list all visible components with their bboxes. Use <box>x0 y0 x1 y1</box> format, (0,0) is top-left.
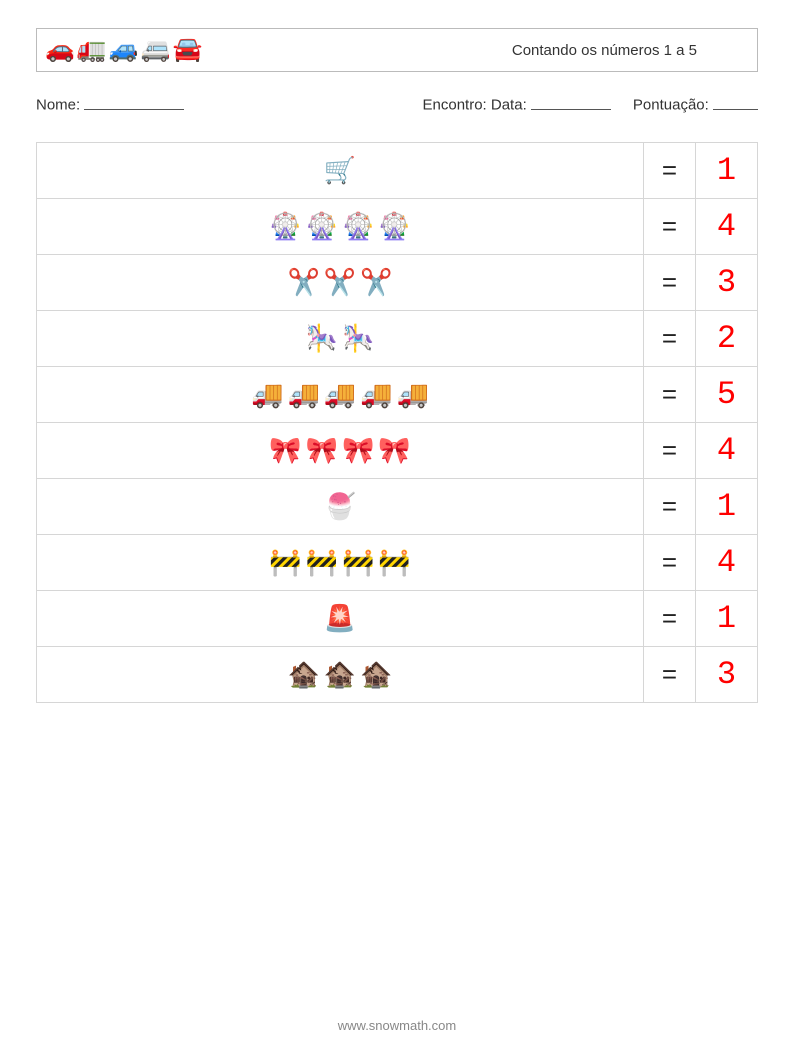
answer-cell: 4 <box>696 534 758 590</box>
table-row: 🏚️🏚️🏚️=3 <box>37 646 758 702</box>
icon-cell: 🚨 <box>37 590 644 646</box>
equals-cell: = <box>644 198 696 254</box>
header-icon-row: 🚗🚛🚙🚐🚘 <box>45 38 202 62</box>
count-icon: 🎡 <box>342 213 374 239</box>
count-icon: 🍧 <box>324 493 356 519</box>
count-icon: 🚚 <box>251 381 283 407</box>
answer-cell: 2 <box>696 310 758 366</box>
table-row: 🚧🚧🚧🚧=4 <box>37 534 758 590</box>
encontro-label: Encontro: Data: <box>423 96 611 114</box>
count-icon: 🚚 <box>287 381 319 407</box>
count-icon: ✂️ <box>287 269 319 295</box>
header-vehicle-icon: 🚛 <box>77 38 107 62</box>
equals-cell: = <box>644 366 696 422</box>
count-icon: 🚧 <box>342 549 374 575</box>
table-row: ✂️✂️✂️=3 <box>37 254 758 310</box>
count-icon: ✂️ <box>324 269 356 295</box>
count-icon: 🛒 <box>324 157 356 183</box>
count-icon: 🎠 <box>342 325 374 351</box>
header-vehicle-icon: 🚐 <box>141 38 171 62</box>
count-icon: 🎡 <box>269 213 301 239</box>
count-icon: 🎀 <box>342 437 374 463</box>
counting-tbody: 🛒=1🎡🎡🎡🎡=4✂️✂️✂️=3🎠🎠=2🚚🚚🚚🚚🚚=5🎀🎀🎀🎀=4🍧=1🚧🚧🚧… <box>37 142 758 702</box>
count-icon: 🚨 <box>324 605 356 631</box>
table-row: 🎡🎡🎡🎡=4 <box>37 198 758 254</box>
date-blank <box>531 96 611 110</box>
name-label: Nome: <box>36 96 184 114</box>
count-icon: 🚚 <box>360 381 392 407</box>
name-label-text: Nome: <box>36 97 80 114</box>
icon-cell: 🏚️🏚️🏚️ <box>37 646 644 702</box>
equals-cell: = <box>644 534 696 590</box>
count-icon: 🚚 <box>324 381 356 407</box>
answer-cell: 1 <box>696 590 758 646</box>
count-icon: 🏚️ <box>287 661 319 687</box>
table-row: 🛒 =1 <box>37 142 758 198</box>
count-icon: 🚚 <box>397 381 429 407</box>
equals-cell: = <box>644 590 696 646</box>
equals-cell: = <box>644 478 696 534</box>
count-icon: ✂️ <box>360 269 392 295</box>
encontro-label-text: Encontro: Data: <box>423 97 527 114</box>
answer-cell: 3 <box>696 646 758 702</box>
footer-url: www.snowmath.com <box>0 1018 794 1033</box>
table-row: 🎠🎠=2 <box>37 310 758 366</box>
counting-table: 🛒=1🎡🎡🎡🎡=4✂️✂️✂️=3🎠🎠=2🚚🚚🚚🚚🚚=5🎀🎀🎀🎀=4🍧=1🚧🚧🚧… <box>36 142 758 703</box>
icon-cell: 🚚🚚🚚🚚🚚 <box>37 366 644 422</box>
answer-cell: 1 <box>696 142 758 198</box>
icon-cell: 🍧 <box>37 478 644 534</box>
count-icon: 🎠 <box>306 325 338 351</box>
count-icon: 🎀 <box>306 437 338 463</box>
answer-cell: 3 <box>696 254 758 310</box>
pontuacao-label: Pontuação: <box>633 96 758 114</box>
icon-cell: 🎀🎀🎀🎀 <box>37 422 644 478</box>
name-blank <box>84 96 184 110</box>
worksheet-header: 🚗🚛🚙🚐🚘 Contando os números 1 a 5 <box>36 28 758 72</box>
pontuacao-label-text: Pontuação: <box>633 97 709 114</box>
count-icon: 🎀 <box>269 437 301 463</box>
answer-cell: 5 <box>696 366 758 422</box>
equals-cell: = <box>644 142 696 198</box>
icon-cell: ✂️✂️✂️ <box>37 254 644 310</box>
count-icon: 🎡 <box>378 213 410 239</box>
equals-cell: = <box>644 422 696 478</box>
equals-cell: = <box>644 254 696 310</box>
header-vehicle-icon: 🚙 <box>109 38 139 62</box>
count-icon: 🚧 <box>269 549 301 575</box>
info-line: Nome: Encontro: Data: Pontuação: <box>36 96 758 114</box>
count-icon: 🏚️ <box>324 661 356 687</box>
equals-cell: = <box>644 646 696 702</box>
count-icon: 🎀 <box>378 437 410 463</box>
count-icon: 🚧 <box>378 549 410 575</box>
table-row: 🎀🎀🎀🎀=4 <box>37 422 758 478</box>
answer-cell: 4 <box>696 422 758 478</box>
answer-cell: 1 <box>696 478 758 534</box>
count-icon: 🏚️ <box>360 661 392 687</box>
icon-cell: 🎡🎡🎡🎡 <box>37 198 644 254</box>
count-icon: 🚧 <box>306 549 338 575</box>
header-vehicle-icon: 🚗 <box>45 38 75 62</box>
score-blank <box>713 96 758 110</box>
table-row: 🚚🚚🚚🚚🚚=5 <box>37 366 758 422</box>
icon-cell: 🎠🎠 <box>37 310 644 366</box>
count-icon: 🎡 <box>306 213 338 239</box>
icon-cell: 🚧🚧🚧🚧 <box>37 534 644 590</box>
worksheet-title: Contando os números 1 a 5 <box>512 42 697 59</box>
equals-cell: = <box>644 310 696 366</box>
table-row: 🍧 =1 <box>37 478 758 534</box>
table-row: 🚨 =1 <box>37 590 758 646</box>
header-vehicle-icon: 🚘 <box>173 38 203 62</box>
answer-cell: 4 <box>696 198 758 254</box>
icon-cell: 🛒 <box>37 142 644 198</box>
